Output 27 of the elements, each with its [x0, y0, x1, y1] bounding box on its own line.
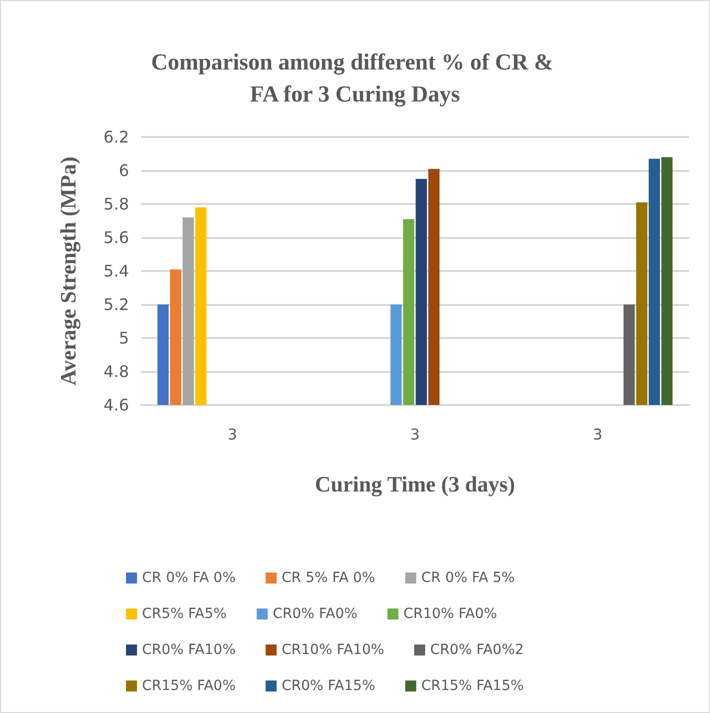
x-tick-label: 3: [228, 426, 238, 444]
y-tick-label: 6.2: [104, 128, 129, 146]
legend-label: CR15% FA0%: [142, 678, 236, 694]
legend-label: CR5% FA5%: [142, 606, 227, 622]
legend-label: CR 0% FA 0%: [142, 570, 236, 586]
y-tick-label: 5.6: [104, 228, 129, 247]
y-tick-label: 5: [118, 328, 129, 348]
legend-label: CR0% FA0%2: [430, 642, 524, 658]
y-tick-label: 5.2: [104, 295, 129, 314]
y-axis-title: Average Strength (MPa): [56, 156, 80, 386]
legend-label: CR10% FA0%: [403, 606, 498, 622]
legend-label: CR 0% FA 5%: [421, 570, 515, 586]
y-tick-label: 4.6: [104, 396, 129, 414]
legend-label: CR15% FA15%: [421, 678, 524, 694]
legend-label: CR0% FA10%: [142, 642, 236, 658]
x-tick-label: 3: [592, 426, 602, 444]
chart-title: Comparison among different % of CR & FA for 3 Curing Days: [151, 50, 559, 108]
legend-label: CR0% FA15%: [282, 678, 376, 694]
y-tick-label: 5.4: [104, 262, 129, 280]
x-axis-title: Curing Time (3 days): [314, 472, 516, 496]
y-tick-label: 6: [118, 161, 129, 180]
legend-label: CR 5% FA 0%: [282, 570, 376, 586]
legend-label: CR0% FA0%: [272, 606, 358, 622]
y-tick-label: 5.8: [104, 194, 129, 214]
legend-label: CR10% FA10%: [282, 642, 384, 658]
x-tick-label: 3: [410, 426, 420, 444]
y-tick-label: 4.8: [104, 362, 129, 381]
